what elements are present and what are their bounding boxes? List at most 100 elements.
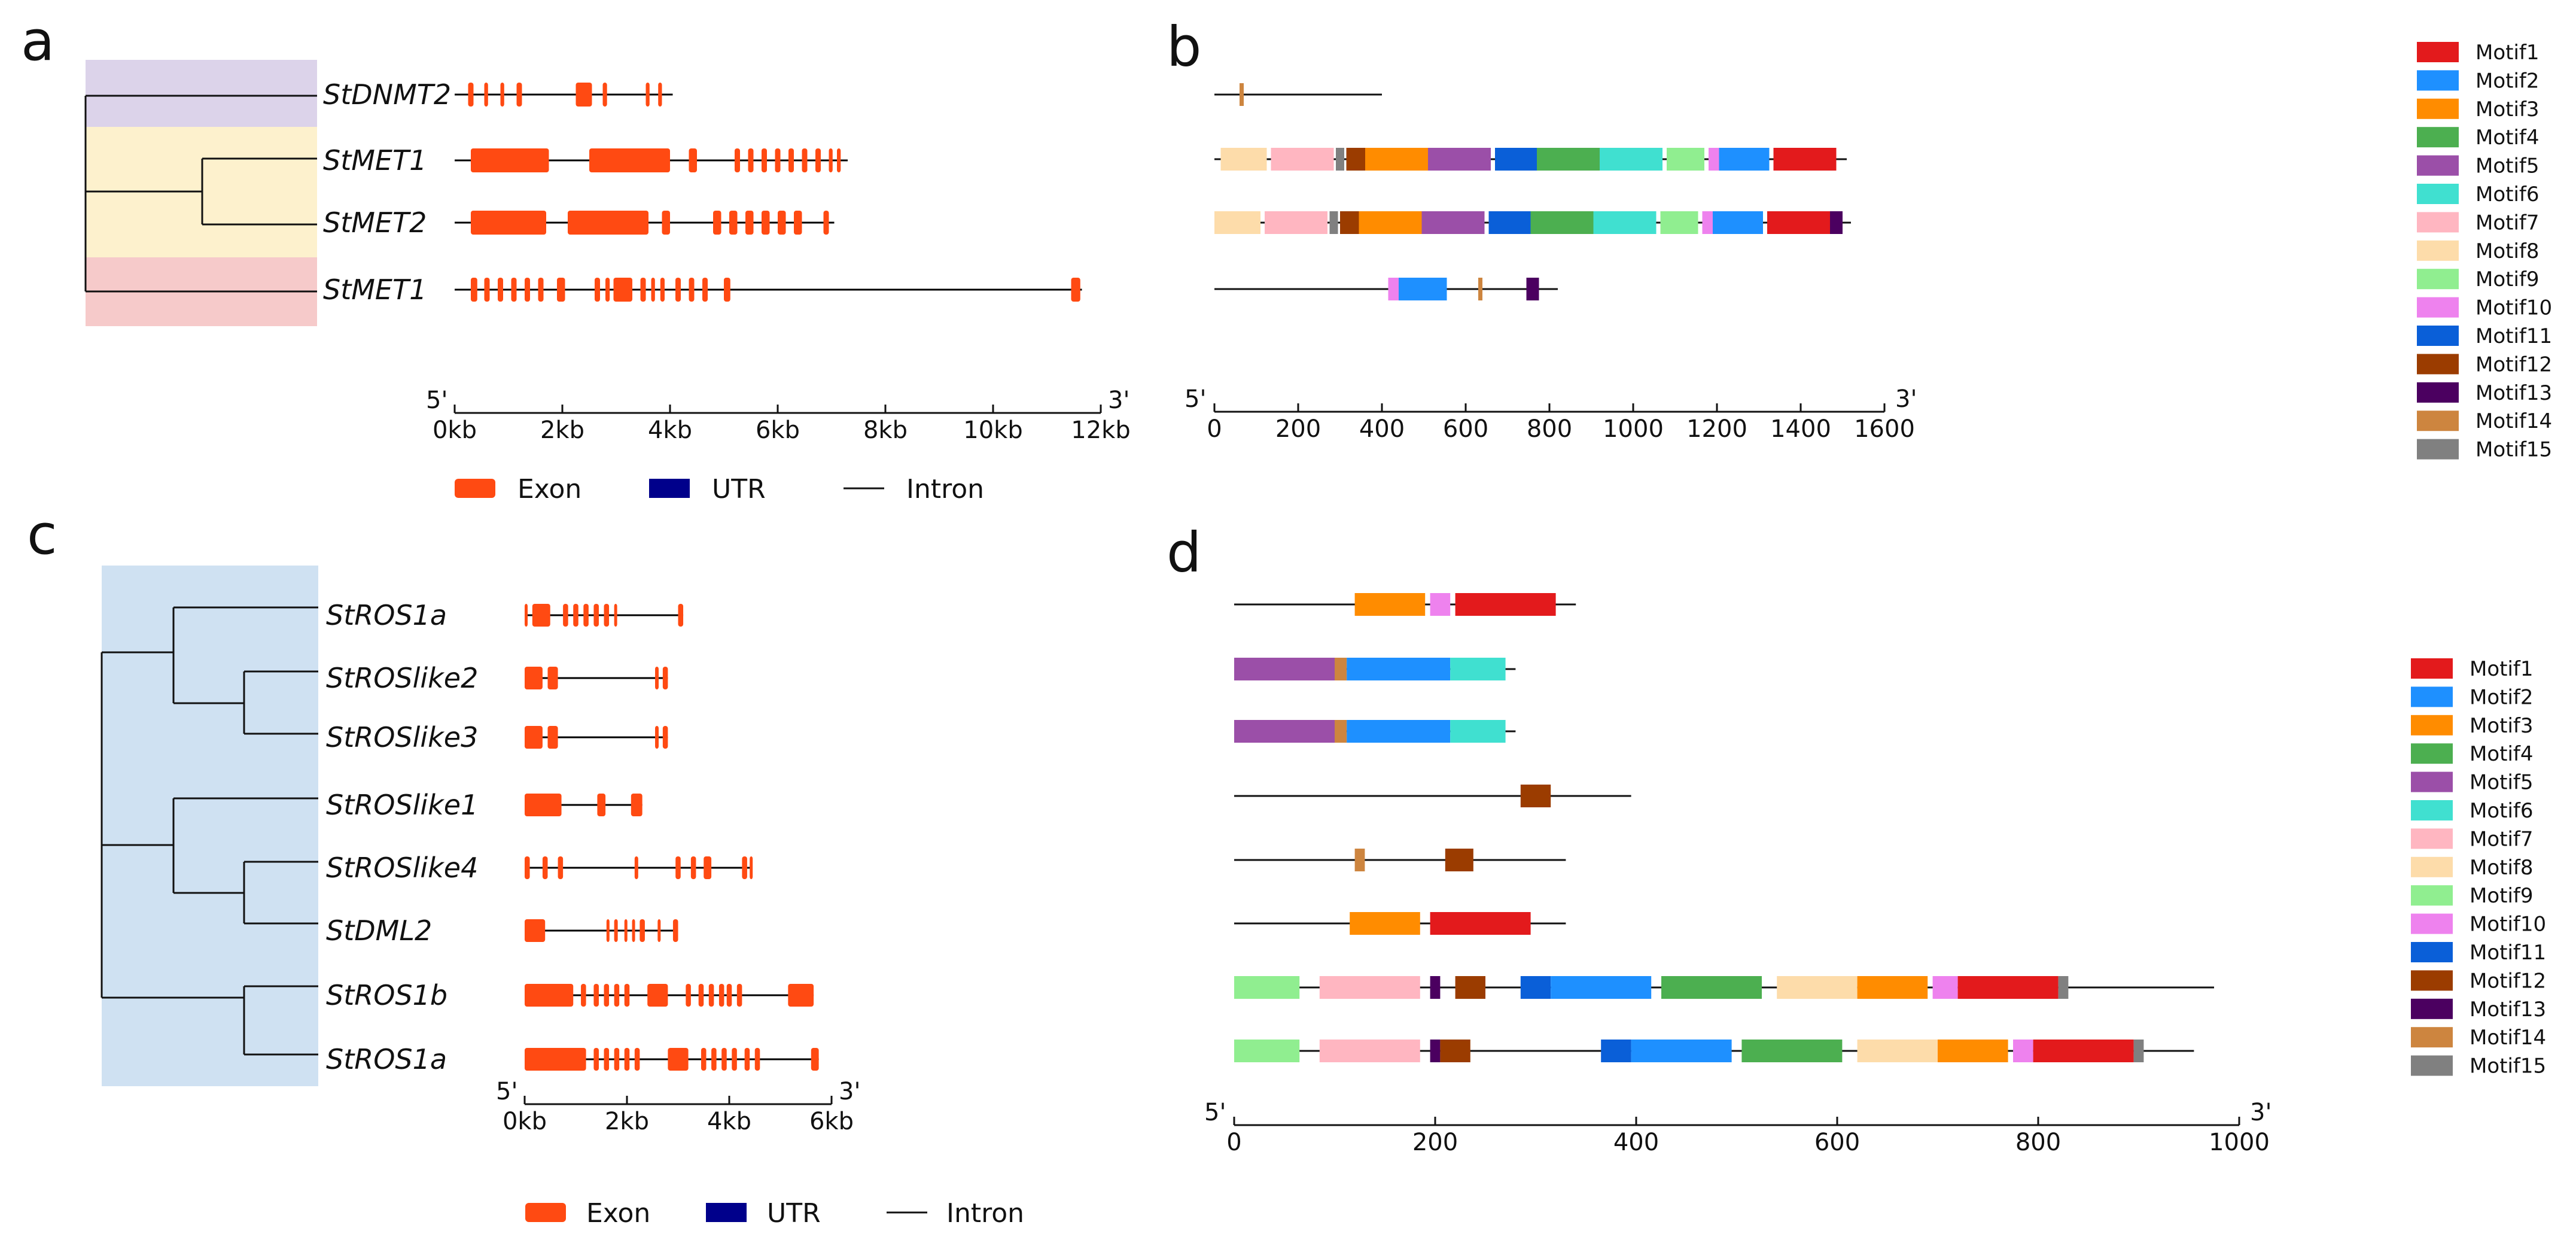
- motif-legend-swatch: [2411, 658, 2453, 679]
- axis-tick-label: 1400: [1770, 415, 1831, 443]
- exon-block: [744, 1048, 750, 1071]
- motif-block: [1773, 148, 1837, 171]
- motif-legend-label: Motif1: [2470, 657, 2534, 681]
- exon-block: [658, 83, 662, 107]
- motif-block: [1600, 148, 1662, 171]
- exon-block: [614, 1048, 620, 1071]
- exon-block: [704, 856, 712, 879]
- exon-block: [647, 984, 668, 1007]
- exon-block: [655, 726, 659, 749]
- motif-legend-label: Motif2: [2475, 69, 2540, 93]
- exon-block: [686, 984, 691, 1007]
- exon-block: [471, 148, 549, 172]
- exon-block: [657, 919, 661, 942]
- motif-block: [1520, 785, 1551, 807]
- motif-block: [1667, 148, 1704, 171]
- exon-block: [484, 278, 490, 302]
- exon-block: [471, 278, 477, 302]
- motif-block: [1347, 658, 1451, 680]
- exon-block: [689, 148, 697, 172]
- gene-name-label: StROSlike4: [326, 852, 478, 884]
- exon-block: [655, 667, 659, 689]
- exon-block: [511, 278, 517, 302]
- axis-tick-label: 2kb: [540, 417, 584, 444]
- motif-legend-label: Motif6: [2475, 183, 2540, 206]
- gene-name-label: StROS1b: [326, 979, 447, 1011]
- motif-legend-swatch: [2417, 411, 2459, 431]
- motif-legend-label: Motif4: [2475, 126, 2540, 150]
- motif-block: [1234, 1040, 1300, 1062]
- exon-block: [678, 604, 684, 627]
- motif-legend-label: Motif7: [2475, 211, 2540, 235]
- gene-name-label: StMET2: [323, 206, 427, 239]
- exon-block: [525, 794, 562, 816]
- motif-block: [1537, 148, 1600, 171]
- exon-block: [794, 211, 802, 235]
- motif-block: [1319, 976, 1420, 999]
- motif-block: [1359, 211, 1422, 234]
- exon-block: [593, 984, 599, 1007]
- axis-tick-label: 1000: [2209, 1129, 2270, 1156]
- motif-block: [1234, 976, 1300, 999]
- motif-legend-label: Motif12: [2475, 352, 2552, 376]
- motif-block: [1767, 211, 1830, 234]
- motif-legend-swatch: [2417, 98, 2459, 119]
- utr-legend-swatch: [706, 1203, 747, 1222]
- panel-a-letter: a: [21, 9, 54, 73]
- exon-block: [698, 984, 704, 1007]
- axis-end-label: 3': [839, 1078, 860, 1105]
- motif-block: [1428, 148, 1491, 171]
- exon-block: [589, 148, 670, 172]
- exon-block: [525, 856, 530, 879]
- axis-tick-label: 12kb: [1071, 417, 1130, 444]
- motif-legend-swatch: [2417, 354, 2459, 375]
- gene-name-label: StROS1a: [326, 1043, 447, 1075]
- motif-legend-label: Motif10: [2475, 296, 2552, 320]
- exon-block: [547, 726, 558, 749]
- motif-block: [1430, 912, 1531, 935]
- motif-block: [1335, 720, 1347, 743]
- axis-end-label: 3': [1108, 387, 1129, 414]
- exon-block: [811, 1048, 819, 1071]
- motif-legend-swatch: [2411, 913, 2453, 934]
- utr-legend-label: UTR: [767, 1198, 821, 1229]
- motif-block: [1520, 976, 1551, 999]
- motif-block: [2013, 1040, 2033, 1062]
- panel-b-letter: b: [1167, 15, 1201, 79]
- exon-block: [632, 919, 635, 942]
- axis-tick-label: 800: [2015, 1129, 2061, 1156]
- motif-block: [1354, 849, 1365, 871]
- gene-name-label: StDML2: [326, 914, 432, 947]
- axis-tick-label: 10kb: [963, 417, 1022, 444]
- axis-tick-label: 4kb: [707, 1108, 751, 1135]
- motif-legend-swatch: [2411, 743, 2453, 764]
- motif-legend-swatch: [2411, 828, 2453, 849]
- exon-block: [468, 83, 474, 107]
- exon-block: [614, 604, 617, 627]
- panel-c-tree: [101, 606, 318, 1056]
- gene-name-label: StMET1: [323, 144, 427, 177]
- exon-block: [624, 1048, 630, 1071]
- exon-block: [634, 856, 638, 879]
- panel-c-letter: c: [27, 503, 57, 567]
- panel-a-band-dnmt2: [86, 60, 317, 127]
- motif-block: [1713, 211, 1763, 234]
- panel-d-protein-motifs: [1234, 593, 2214, 1062]
- exon-block: [614, 919, 618, 942]
- motif-block: [1551, 976, 1652, 999]
- motif-legend-label: Motif11: [2475, 324, 2552, 348]
- axis-tick-label: 0kb: [503, 1108, 547, 1135]
- panel-b-motif-legend: Motif1 Motif2 Motif3 Motif4 Motif5 Motif6 Moti…: [2417, 41, 2552, 462]
- exon-block: [762, 211, 770, 235]
- motif-legend-swatch: [2411, 1055, 2453, 1076]
- panel-c-gene-structures: StROS1a StROSlike2 StROSlike3 StROSlike1 StR…: [326, 599, 819, 1075]
- utr-legend-swatch: [649, 479, 690, 498]
- utr-legend-label: UTR: [712, 474, 766, 505]
- exon-block: [750, 856, 753, 879]
- exon-block: [736, 984, 742, 1007]
- exon-block: [538, 278, 544, 302]
- panel-a-gene-structures: StDNMT2 StMET1 StMET2 StMET1: [323, 78, 1082, 306]
- motif-block: [1346, 148, 1365, 171]
- exon-block: [724, 278, 730, 302]
